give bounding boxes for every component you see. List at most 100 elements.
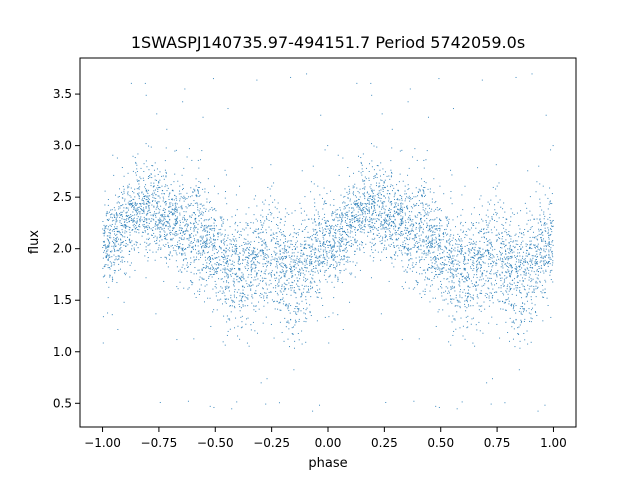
data-point bbox=[501, 232, 503, 234]
data-point bbox=[503, 285, 505, 287]
data-point bbox=[220, 217, 222, 219]
data-point bbox=[429, 252, 431, 254]
data-point bbox=[298, 303, 300, 305]
data-point bbox=[146, 166, 148, 168]
data-point bbox=[198, 241, 200, 243]
data-point bbox=[501, 271, 503, 273]
data-point bbox=[117, 328, 119, 330]
data-point bbox=[505, 253, 507, 255]
data-point bbox=[158, 227, 159, 229]
data-point bbox=[248, 255, 250, 257]
data-point bbox=[368, 170, 370, 172]
data-point bbox=[149, 195, 151, 197]
data-point bbox=[278, 246, 280, 248]
data-point bbox=[123, 188, 125, 190]
data-point bbox=[372, 192, 374, 194]
data-point bbox=[373, 145, 375, 147]
data-point bbox=[155, 197, 157, 199]
data-point bbox=[317, 250, 319, 252]
data-point bbox=[304, 274, 306, 276]
data-point bbox=[367, 213, 369, 215]
data-point bbox=[149, 176, 151, 178]
data-point bbox=[400, 215, 402, 217]
data-point bbox=[450, 191, 452, 193]
data-point bbox=[541, 284, 543, 286]
data-point bbox=[382, 228, 384, 230]
data-point bbox=[379, 240, 381, 242]
data-point bbox=[136, 203, 138, 205]
data-point bbox=[142, 224, 144, 226]
data-point bbox=[332, 235, 334, 237]
data-point bbox=[445, 232, 446, 234]
data-point bbox=[218, 245, 220, 247]
data-point bbox=[153, 190, 155, 192]
data-point bbox=[109, 232, 111, 234]
data-point bbox=[141, 209, 143, 211]
data-point bbox=[331, 225, 333, 227]
data-point bbox=[496, 212, 498, 214]
data-point bbox=[284, 246, 286, 248]
data-point bbox=[234, 214, 236, 216]
data-point bbox=[265, 263, 267, 265]
data-point bbox=[151, 194, 153, 196]
data-point bbox=[299, 278, 301, 280]
data-point bbox=[551, 226, 553, 228]
data-point bbox=[340, 223, 342, 225]
data-point bbox=[186, 228, 188, 230]
data-point bbox=[313, 267, 315, 269]
data-point bbox=[421, 178, 423, 180]
data-point bbox=[309, 264, 311, 266]
data-point bbox=[165, 225, 167, 227]
data-point bbox=[321, 297, 323, 299]
data-point bbox=[221, 292, 223, 294]
data-point bbox=[208, 275, 210, 277]
data-point bbox=[118, 258, 120, 260]
data-point bbox=[239, 295, 241, 297]
data-point bbox=[185, 223, 187, 225]
data-point bbox=[509, 289, 511, 291]
data-point bbox=[544, 256, 546, 258]
data-point bbox=[270, 323, 272, 325]
data-point bbox=[292, 270, 294, 272]
data-point bbox=[460, 317, 462, 319]
data-point bbox=[481, 292, 483, 294]
data-point bbox=[295, 306, 297, 308]
data-point bbox=[109, 268, 111, 270]
data-point bbox=[115, 213, 117, 215]
data-point bbox=[260, 292, 262, 294]
data-point bbox=[345, 244, 347, 246]
data-point bbox=[224, 298, 226, 300]
data-point bbox=[208, 242, 210, 244]
data-point bbox=[485, 255, 487, 257]
data-point bbox=[391, 234, 393, 236]
data-point bbox=[536, 277, 538, 279]
data-point bbox=[270, 273, 272, 275]
data-point bbox=[276, 259, 278, 261]
data-point bbox=[318, 245, 320, 247]
data-point bbox=[157, 188, 159, 190]
data-point bbox=[539, 249, 541, 251]
data-point bbox=[271, 270, 273, 272]
data-point bbox=[113, 237, 115, 239]
data-point bbox=[337, 220, 339, 222]
data-point bbox=[290, 318, 292, 320]
data-point bbox=[279, 249, 281, 251]
data-point bbox=[109, 211, 111, 213]
data-point bbox=[185, 230, 187, 232]
data-point bbox=[332, 228, 334, 230]
data-point bbox=[365, 219, 367, 221]
data-point bbox=[544, 215, 546, 217]
data-point bbox=[259, 295, 261, 297]
data-point bbox=[467, 296, 469, 298]
data-point bbox=[370, 195, 372, 197]
data-point bbox=[163, 193, 165, 195]
data-point bbox=[541, 240, 543, 242]
data-point bbox=[515, 261, 517, 263]
data-point bbox=[108, 244, 110, 246]
data-point bbox=[265, 243, 267, 245]
data-point bbox=[106, 250, 108, 252]
data-point bbox=[472, 269, 474, 271]
data-point bbox=[325, 228, 327, 230]
data-point bbox=[365, 178, 367, 180]
data-point bbox=[111, 245, 113, 247]
